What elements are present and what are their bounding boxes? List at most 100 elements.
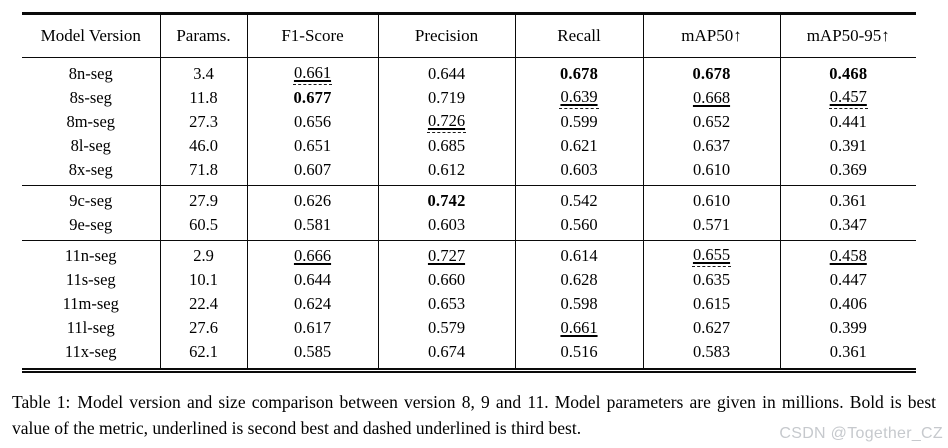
metric-cell: 0.678 bbox=[514, 57, 643, 86]
metric-cell: 0.661 bbox=[514, 316, 643, 340]
cell-value: 0.603 bbox=[427, 215, 466, 234]
metric-cell: 0.626 bbox=[246, 185, 378, 213]
cell-value: 11s-seg bbox=[65, 270, 116, 289]
metric-cell: 2.9 bbox=[159, 240, 247, 268]
cell-value: 22.4 bbox=[189, 294, 218, 313]
cell-value: 11x-seg bbox=[64, 342, 117, 361]
metric-cell: 0.581 bbox=[246, 213, 378, 241]
metric-cell: 0.441 bbox=[779, 110, 916, 134]
cell-value: 0.652 bbox=[692, 112, 731, 131]
table-row: 8x-seg 71.8 0.607 0.612 0.603 0.610 0.369 bbox=[22, 158, 916, 186]
metric-cell: 0.668 bbox=[642, 86, 780, 110]
metric-cell: 0.727 bbox=[377, 240, 515, 268]
cell-value: 27.9 bbox=[189, 191, 218, 210]
cell-value: 8n-seg bbox=[68, 64, 113, 83]
column-header-f1-score: F1-Score bbox=[246, 13, 378, 58]
model-name-cell: 8m-seg bbox=[22, 110, 160, 134]
metric-cell: 0.361 bbox=[779, 340, 916, 371]
cell-value: 71.8 bbox=[189, 160, 218, 179]
cell-value: 0.599 bbox=[560, 112, 598, 131]
metric-cell: 27.3 bbox=[159, 110, 247, 134]
cell-value: 0.391 bbox=[829, 136, 867, 155]
metric-cell: 0.610 bbox=[642, 185, 780, 213]
cell-value: 0.653 bbox=[427, 294, 466, 313]
cell-value: 0.458 bbox=[829, 246, 867, 265]
table-row: 11l-seg 27.6 0.617 0.579 0.661 0.627 0.399 bbox=[22, 316, 916, 340]
table-row: 8n-seg 3.4 0.661 0.644 0.678 0.678 0.468 bbox=[22, 57, 916, 86]
cell-value: 0.666 bbox=[293, 246, 332, 265]
metric-cell: 0.674 bbox=[377, 340, 515, 371]
cell-value: 0.678 bbox=[559, 64, 599, 83]
metric-cell: 0.719 bbox=[377, 86, 515, 110]
cell-value: 60.5 bbox=[189, 215, 218, 234]
cell-value: 0.742 bbox=[427, 191, 466, 210]
cell-value: 0.560 bbox=[560, 215, 598, 234]
dashed-underline-mark: 0.726 bbox=[426, 111, 467, 133]
metric-cell: 0.447 bbox=[779, 268, 916, 292]
metric-cell: 0.361 bbox=[779, 185, 916, 213]
column-header-map50-95: mAP50-95↑ bbox=[779, 13, 916, 58]
cell-value: 0.624 bbox=[293, 294, 332, 313]
metric-cell: 0.666 bbox=[246, 240, 378, 268]
metric-cell: 0.399 bbox=[779, 316, 916, 340]
cell-value: 0.607 bbox=[293, 160, 332, 179]
table-header-row: Model Version Params. F1-Score Precision Rec… bbox=[22, 13, 916, 58]
metric-cell: 0.627 bbox=[642, 316, 780, 340]
cell-value: 0.661 bbox=[293, 63, 332, 83]
cell-value: 0.627 bbox=[692, 318, 731, 337]
table-row: 11x-seg 62.1 0.585 0.674 0.516 0.583 0.361 bbox=[22, 340, 916, 371]
dashed-underline-mark: 0.661 bbox=[292, 63, 333, 85]
cell-value: 0.614 bbox=[560, 246, 598, 265]
table-caption: Table 1: Model version and size compariso… bbox=[12, 389, 936, 442]
metric-cell: 0.516 bbox=[514, 340, 643, 371]
cell-value: 0.542 bbox=[560, 191, 598, 210]
model-name-cell: 8l-seg bbox=[22, 134, 160, 158]
cell-value: 0.468 bbox=[829, 64, 868, 83]
model-name-cell: 9e-seg bbox=[22, 213, 160, 241]
metric-cell: 0.677 bbox=[246, 86, 378, 110]
metric-cell: 0.644 bbox=[377, 57, 515, 86]
metric-cell: 0.644 bbox=[246, 268, 378, 292]
metric-cell: 0.603 bbox=[377, 213, 515, 241]
caption-text: Model version and size comparison betwee… bbox=[12, 392, 936, 439]
cell-value: 46.0 bbox=[189, 136, 218, 155]
cell-value: 0.441 bbox=[829, 112, 867, 131]
cell-value: 0.637 bbox=[692, 136, 731, 155]
cell-value: 0.603 bbox=[560, 160, 598, 179]
metric-cell: 0.628 bbox=[514, 268, 643, 292]
cell-value: 8s-seg bbox=[69, 88, 112, 107]
results-table: Model Version Params. F1-Score Precision Rec… bbox=[22, 12, 916, 373]
metric-cell: 46.0 bbox=[159, 134, 247, 158]
metric-cell: 0.560 bbox=[514, 213, 643, 241]
cell-value: 0.639 bbox=[560, 87, 598, 107]
cell-value: 0.626 bbox=[293, 191, 332, 210]
model-name-cell: 11x-seg bbox=[22, 340, 160, 371]
cell-value: 62.1 bbox=[189, 342, 218, 361]
model-name-cell: 11s-seg bbox=[22, 268, 160, 292]
model-name-cell: 11n-seg bbox=[22, 240, 160, 268]
cell-value: 0.361 bbox=[829, 342, 867, 361]
model-name-cell: 8x-seg bbox=[22, 158, 160, 186]
model-name-cell: 8s-seg bbox=[22, 86, 160, 110]
cell-value: 0.361 bbox=[829, 191, 867, 210]
table-row: 8l-seg 46.0 0.651 0.685 0.621 0.637 0.391 bbox=[22, 134, 916, 158]
cell-value: 0.719 bbox=[427, 88, 466, 107]
metric-cell: 10.1 bbox=[159, 268, 247, 292]
cell-value: 11n-seg bbox=[64, 246, 117, 265]
cell-value: 0.651 bbox=[293, 136, 332, 155]
cell-value: 0.644 bbox=[427, 64, 466, 83]
cell-value: 11.8 bbox=[189, 88, 218, 107]
metric-cell: 27.9 bbox=[159, 185, 247, 213]
metric-cell: 0.369 bbox=[779, 158, 916, 186]
cell-value: 0.628 bbox=[560, 270, 598, 289]
metric-cell: 71.8 bbox=[159, 158, 247, 186]
dashed-underline-mark: 0.655 bbox=[691, 246, 732, 267]
table-row: 9e-seg 60.5 0.581 0.603 0.560 0.571 0.347 bbox=[22, 213, 916, 241]
cell-value: 9e-seg bbox=[69, 215, 113, 234]
cell-value: 0.726 bbox=[427, 111, 466, 131]
metric-cell: 11.8 bbox=[159, 86, 247, 110]
metric-cell: 0.583 bbox=[642, 340, 780, 371]
column-header-params: Params. bbox=[159, 13, 247, 58]
caption-label: Table 1: bbox=[12, 392, 71, 412]
